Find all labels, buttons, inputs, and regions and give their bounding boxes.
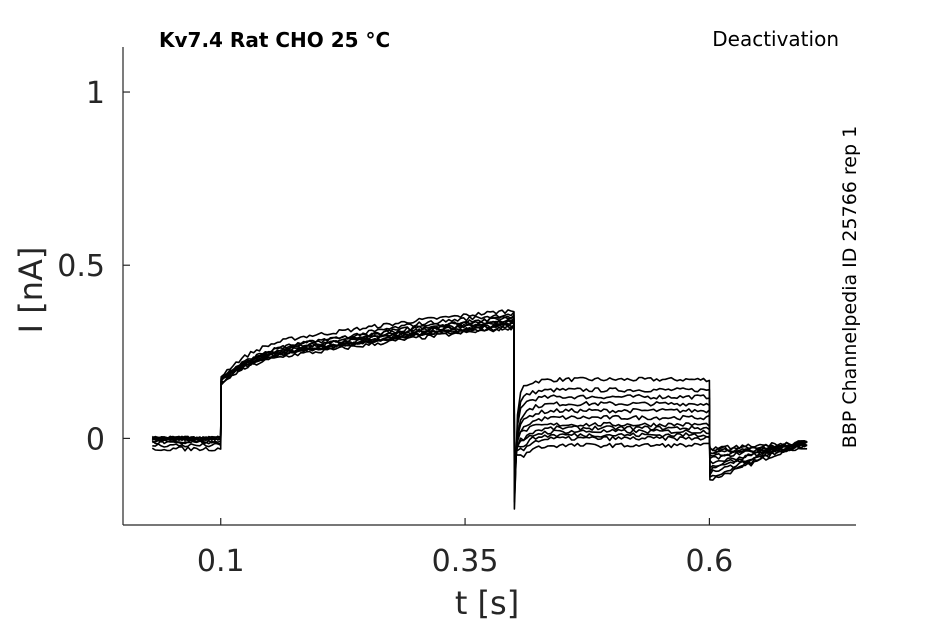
y-tick-label: 1 xyxy=(86,76,105,111)
x-tick-label: 0.1 xyxy=(197,544,245,579)
x-axis-label: t [s] xyxy=(455,584,519,622)
y-tick-label: 0 xyxy=(86,422,105,457)
current-trace-5 xyxy=(152,309,808,483)
current-trace-9 xyxy=(152,311,808,461)
y-axis-label: I [nA] xyxy=(12,247,50,334)
current-trace-12 xyxy=(151,322,808,458)
trace-group xyxy=(151,309,808,510)
x-tick-label: 0.6 xyxy=(686,544,734,579)
current-trace-11 xyxy=(152,314,808,454)
tick-group: 0.1 0.35 0.6 0 0.5 1 xyxy=(57,76,733,579)
current-trace-10 xyxy=(151,319,808,456)
axes xyxy=(122,47,856,526)
protocol-label: Deactivation xyxy=(712,27,839,51)
x-tick-label: 0.35 xyxy=(432,544,499,579)
y-tick-label: 0.5 xyxy=(57,249,105,284)
current-trace-8 xyxy=(152,325,808,466)
source-id-label: BBP Channelpedia ID 25766 rep 1 xyxy=(839,126,861,448)
chart-title: Kv7.4 Rat CHO 25 °C xyxy=(159,28,390,52)
